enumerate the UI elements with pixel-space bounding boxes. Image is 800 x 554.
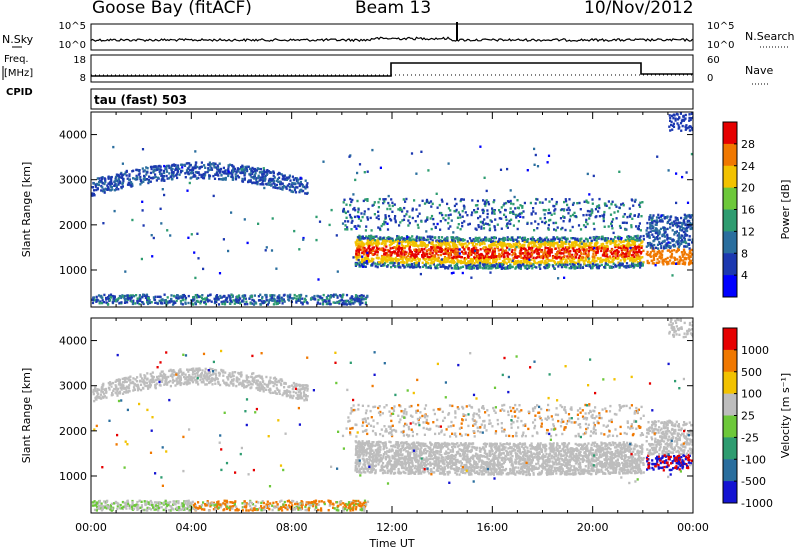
colorbar-seg-2-3 bbox=[723, 393, 737, 416]
y-tick-label-2-3000: 3000 bbox=[59, 380, 87, 393]
nave-label: Nave bbox=[745, 64, 773, 77]
freq-label-1: Freq. bbox=[4, 54, 29, 65]
x-tick-label-5: 20:00 bbox=[577, 521, 609, 534]
beam-title: Beam 13 bbox=[355, 0, 432, 18]
colorbar-seg-2-1 bbox=[723, 349, 737, 373]
colorbar-tick-2-6: -500 bbox=[741, 475, 766, 488]
station-title: Goose Bay (fitACF) bbox=[92, 0, 252, 18]
colorbar-seg-1-4 bbox=[723, 209, 737, 232]
date-title: 10/Nov/2012 bbox=[584, 0, 694, 18]
x-axis-label: Time UT bbox=[368, 537, 414, 550]
colorbar-tick-2-0: 1000 bbox=[741, 344, 769, 357]
colorbar-seg-1-5 bbox=[723, 231, 737, 254]
nsky-tick-bottom: 10^0 bbox=[59, 40, 86, 51]
cpid-text: tau (fast) 503 bbox=[94, 93, 187, 107]
freq-tick-top: 18 bbox=[73, 55, 86, 66]
colorbar-tick-2-4: -25 bbox=[741, 431, 759, 444]
colorbar-tick-1-6: 28 bbox=[741, 138, 755, 151]
x-tick-label-2: 08:00 bbox=[276, 521, 308, 534]
freq-label-2: [MHz] bbox=[4, 68, 33, 79]
colorbar-tick-1-5: 24 bbox=[741, 160, 755, 173]
x-tick-label-4: 16:00 bbox=[476, 521, 508, 534]
nsearch-tick-top: 10^5 bbox=[707, 21, 734, 32]
colorbar-seg-2-2 bbox=[723, 371, 737, 395]
y-tick-label-1-2000: 2000 bbox=[59, 219, 87, 232]
nsky-label: N.Sky bbox=[2, 33, 34, 46]
colorbar-tick-1-4: 20 bbox=[741, 182, 755, 195]
x-tick-label-1: 04:00 bbox=[175, 521, 207, 534]
heatmap-frame-2 bbox=[90, 317, 694, 514]
heatmap-cells-2 bbox=[91, 318, 693, 512]
x-tick-label-0: 00:00 bbox=[75, 521, 107, 534]
nsearch-label: N.Search bbox=[745, 30, 795, 43]
colorbar-seg-1-1 bbox=[723, 143, 737, 167]
colorbar-tick-1-1: 8 bbox=[741, 247, 748, 260]
colorbar-tick-2-5: -100 bbox=[741, 453, 766, 466]
colorbar-seg-2-6 bbox=[723, 459, 737, 482]
colorbar-tick-2-1: 500 bbox=[741, 366, 762, 379]
y-tick-label-1-1000: 1000 bbox=[59, 264, 87, 277]
colorbar-tick-1-2: 12 bbox=[741, 225, 755, 238]
nsearch-tick-bottom: 10^0 bbox=[707, 40, 734, 51]
heatmap-2 bbox=[91, 318, 693, 512]
y-tick-label-2-4000: 4000 bbox=[59, 335, 87, 348]
colorbar-seg-1-6 bbox=[723, 253, 737, 276]
x-tick-label-3: 12:00 bbox=[376, 521, 408, 534]
y-tick-label-2-2000: 2000 bbox=[59, 425, 87, 438]
freq-panel-frame bbox=[90, 54, 694, 83]
colorbar-seg-2-4 bbox=[723, 415, 737, 438]
nave-tick-bottom: 0 bbox=[707, 73, 713, 84]
colorbar-tick-2-3: 25 bbox=[741, 410, 755, 423]
colorbar-tick-2-2: 100 bbox=[741, 388, 762, 401]
y-tick-label-1-4000: 4000 bbox=[59, 129, 87, 142]
y-tick-label-1-3000: 3000 bbox=[59, 174, 87, 187]
colorbar-label-2: Velocity [m s⁻¹] bbox=[779, 373, 792, 458]
colorbar-seg-1-2 bbox=[723, 165, 737, 189]
colorbar-seg-1-0 bbox=[723, 122, 737, 145]
nave-tick-top: 60 bbox=[707, 55, 720, 66]
y-axis-label-1: Slant Range [km] bbox=[20, 162, 33, 258]
colorbar-seg-2-5 bbox=[723, 437, 737, 460]
freq-tick-bottom: 8 bbox=[80, 73, 86, 84]
nsky-panel-frame bbox=[90, 23, 694, 51]
heatmap-1 bbox=[91, 112, 693, 306]
heatmap-frame-1 bbox=[90, 111, 694, 308]
freq-trace bbox=[91, 62, 693, 77]
cpid-panel-frame bbox=[90, 88, 694, 110]
colorbar-tick-2-7: -1000 bbox=[741, 497, 773, 510]
x-tick-label-6: 00:00 bbox=[677, 521, 709, 534]
nsky-trace bbox=[90, 36, 693, 43]
nsky-tick-top: 10^5 bbox=[59, 21, 86, 32]
colorbar-seg-1-3 bbox=[723, 187, 737, 210]
heatmap-cells-1 bbox=[91, 112, 693, 306]
colorbar-seg-2-0 bbox=[723, 328, 737, 351]
colorbar-label-1: Power [dB] bbox=[779, 180, 792, 240]
cpid-label: CPID bbox=[6, 87, 33, 98]
colorbar-tick-1-3: 16 bbox=[741, 204, 755, 217]
y-tick-label-2-1000: 1000 bbox=[59, 470, 87, 483]
y-axis-label-2: Slant Range [km] bbox=[20, 368, 33, 464]
colorbar-seg-2-7 bbox=[723, 481, 737, 504]
colorbar-seg-1-7 bbox=[723, 275, 737, 298]
colorbar-tick-1-0: 4 bbox=[741, 269, 748, 282]
